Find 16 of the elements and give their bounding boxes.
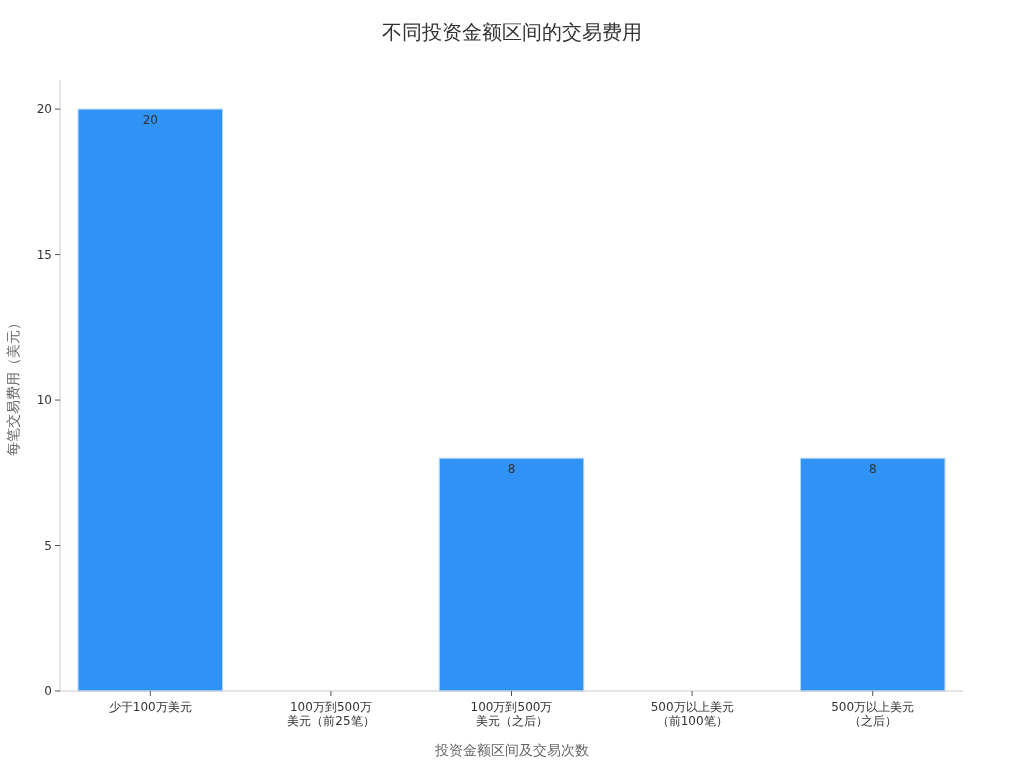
y-tick-label: 0	[44, 684, 52, 698]
y-tick-label: 20	[36, 102, 52, 117]
y-tick-label: 15	[36, 247, 52, 262]
data-label: 20	[142, 113, 158, 128]
y-tick-label: 5	[44, 538, 52, 553]
data-label: 8	[507, 462, 516, 477]
chart-title: 不同投资金额区间的交易费用	[382, 20, 642, 44]
x-tick-label: 少于100万美元	[107, 700, 193, 714]
y-tick-label: 10	[36, 393, 52, 408]
y-axis-title: 每笔交易费用（美元）	[5, 315, 21, 456]
x-tick-label: 100万到500万美元（前25笔）	[286, 700, 376, 728]
x-tick-label: 500万以上美元（前100笔）	[649, 700, 735, 728]
x-tick-label: 100万到500万美元（之后）	[469, 700, 554, 728]
data-label: 8	[868, 462, 877, 477]
x-axis-title: 投资金额区间及交易次数	[433, 742, 589, 758]
x-tick-label: 500万以上美元（之后）	[830, 700, 916, 728]
